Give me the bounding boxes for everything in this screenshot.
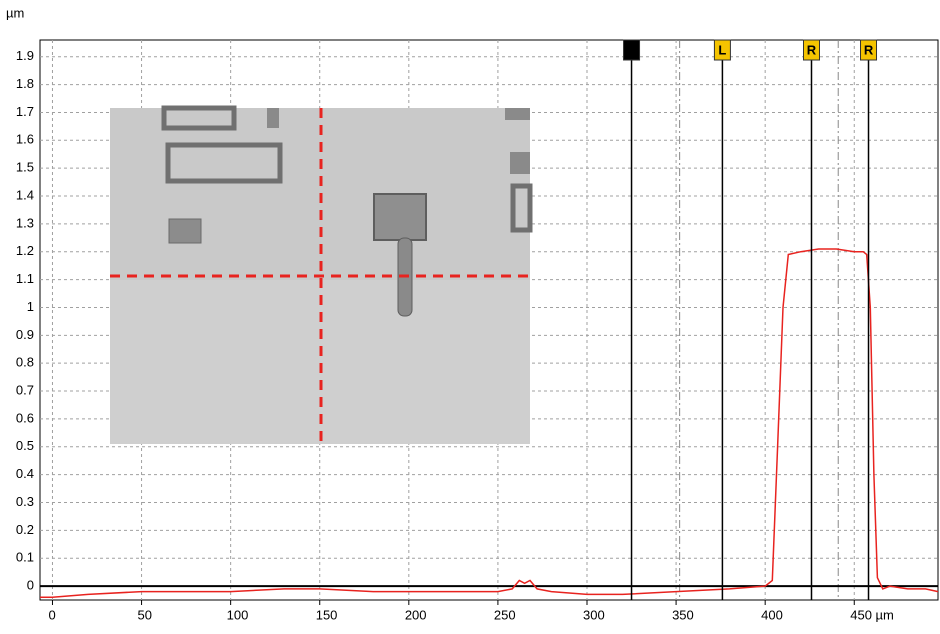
y-tick-label: 1.4 (16, 187, 34, 202)
y-tick-label: 0.4 (16, 466, 34, 481)
y-tick-label: 1.8 (16, 76, 34, 91)
x-tick-label: 150 (316, 607, 338, 622)
image-feature (169, 219, 201, 243)
x-tick-label: 300 (583, 607, 605, 622)
image-feature (267, 108, 279, 128)
y-axis-label: µm (6, 5, 24, 20)
y-tick-label: 0 (27, 578, 34, 593)
y-tick-label: 1.3 (16, 215, 34, 230)
y-tick-label: 1.7 (16, 104, 34, 119)
x-tick-label: 0 (48, 607, 55, 622)
image-feature (505, 108, 530, 120)
inset-image (110, 108, 530, 444)
y-tick-label: 0.6 (16, 410, 34, 425)
y-tick-label: 0.9 (16, 327, 34, 342)
y-tick-label: 0.1 (16, 550, 34, 565)
y-tick-label: 1.9 (16, 48, 34, 63)
cursor-label: R (864, 42, 874, 57)
y-tick-label: 1 (27, 299, 34, 314)
image-feature (374, 194, 426, 240)
y-tick-label: 0.7 (16, 382, 34, 397)
image-feature (510, 152, 530, 174)
x-tick-label: 350 (672, 607, 694, 622)
y-tick-label: 0.2 (16, 522, 34, 537)
cursor-label: L (718, 42, 726, 57)
y-tick-label: 0.8 (16, 355, 34, 370)
x-tick-label: 200 (405, 607, 427, 622)
x-tick-label: 50 (138, 607, 152, 622)
y-tick-label: 1.5 (16, 160, 34, 175)
x-tick-label: 100 (227, 607, 249, 622)
y-tick-label: 1.2 (16, 243, 34, 258)
x-tick-label: 450 µm (850, 607, 894, 622)
cursor-label: R (807, 42, 817, 57)
y-tick-label: 0.3 (16, 494, 34, 509)
y-tick-label: 0.5 (16, 438, 34, 453)
y-tick-label: 1.1 (16, 271, 34, 286)
x-tick-label: 400 (761, 607, 783, 622)
y-tick-label: 1.6 (16, 132, 34, 147)
cursor-label: L (628, 42, 636, 57)
chart: µm L L R R 0 0.1 0.2 0.3 0.4 0.5 0.6 0.7 0.8 0.9 1 1.1… (0, 0, 940, 634)
x-tick-label: 250 (494, 607, 516, 622)
